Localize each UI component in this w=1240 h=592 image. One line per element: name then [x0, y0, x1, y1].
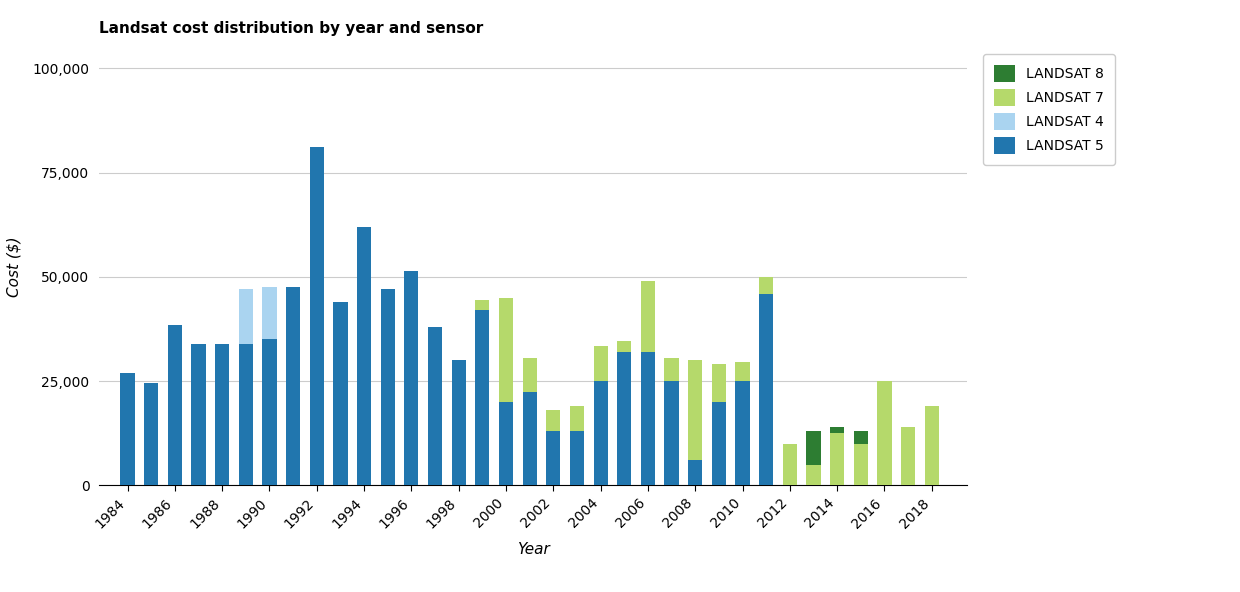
- Bar: [901, 427, 915, 485]
- Bar: [688, 361, 702, 461]
- Bar: [239, 343, 253, 485]
- Bar: [475, 300, 490, 310]
- Bar: [498, 402, 513, 485]
- Text: Landsat cost distribution by year and sensor: Landsat cost distribution by year and se…: [99, 21, 484, 37]
- Bar: [215, 343, 229, 485]
- Bar: [830, 427, 844, 433]
- Bar: [498, 298, 513, 402]
- Bar: [712, 402, 725, 485]
- Bar: [428, 327, 443, 485]
- Bar: [191, 343, 206, 485]
- Bar: [522, 358, 537, 391]
- Bar: [806, 465, 821, 485]
- Bar: [357, 227, 371, 485]
- Bar: [853, 431, 868, 444]
- Bar: [594, 381, 608, 485]
- Bar: [782, 444, 797, 485]
- Bar: [546, 410, 560, 431]
- Bar: [263, 339, 277, 485]
- Bar: [688, 461, 702, 485]
- Bar: [878, 381, 892, 485]
- Bar: [570, 431, 584, 485]
- Bar: [334, 302, 347, 485]
- Bar: [263, 287, 277, 339]
- Bar: [735, 362, 750, 381]
- Bar: [665, 358, 678, 381]
- Bar: [570, 406, 584, 431]
- Legend: LANDSAT 8, LANDSAT 7, LANDSAT 4, LANDSAT 5: LANDSAT 8, LANDSAT 7, LANDSAT 4, LANDSAT…: [983, 54, 1115, 165]
- Bar: [310, 147, 324, 485]
- Bar: [167, 325, 182, 485]
- Bar: [381, 289, 394, 485]
- Bar: [618, 342, 631, 352]
- Bar: [641, 352, 655, 485]
- Bar: [925, 406, 939, 485]
- Bar: [522, 391, 537, 485]
- Bar: [475, 310, 490, 485]
- Bar: [830, 433, 844, 485]
- Bar: [806, 431, 821, 465]
- Bar: [144, 383, 159, 485]
- Bar: [712, 365, 725, 402]
- Bar: [641, 281, 655, 352]
- Bar: [665, 381, 678, 485]
- Bar: [120, 373, 135, 485]
- Bar: [594, 346, 608, 381]
- Bar: [546, 431, 560, 485]
- Bar: [239, 289, 253, 343]
- Bar: [759, 277, 774, 294]
- Bar: [853, 444, 868, 485]
- Bar: [618, 352, 631, 485]
- Bar: [404, 271, 418, 485]
- Bar: [286, 287, 300, 485]
- Bar: [735, 381, 750, 485]
- X-axis label: Year: Year: [517, 542, 549, 557]
- Bar: [451, 361, 466, 485]
- Y-axis label: Cost ($): Cost ($): [6, 236, 21, 297]
- Bar: [759, 294, 774, 485]
